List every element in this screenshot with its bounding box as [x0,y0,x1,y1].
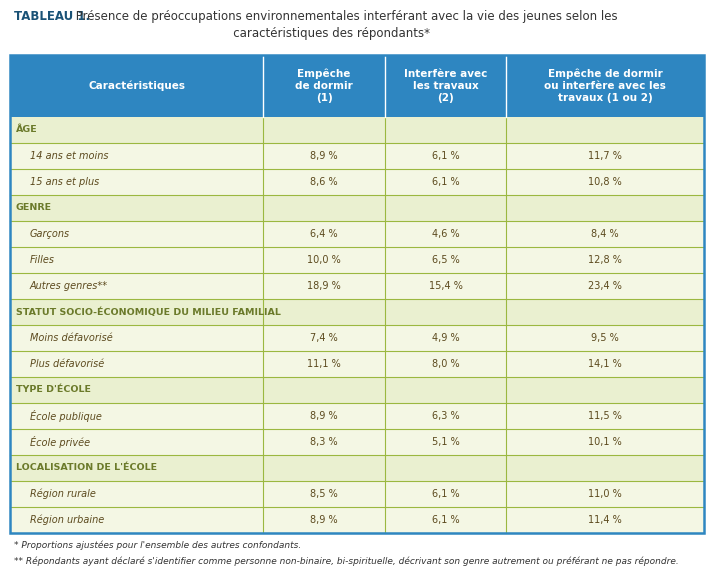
Text: Moins défavorisé: Moins défavorisé [30,333,113,343]
Text: 11,4 %: 11,4 % [588,515,622,525]
Text: Région rurale: Région rurale [30,489,96,499]
Text: 6,5 %: 6,5 % [431,255,459,265]
Text: Caractéristiques: Caractéristiques [88,81,185,91]
Bar [10,247,704,273]
Text: * Proportions ajustées pour l'ensemble des autres confondants.: * Proportions ajustées pour l'ensemble d… [14,540,301,550]
Text: 10,8 %: 10,8 % [588,177,622,187]
Text: 12,8 %: 12,8 % [588,255,622,265]
Bar [10,377,704,403]
Text: 8,5 %: 8,5 % [310,489,338,499]
Text: 15,4 %: 15,4 % [428,281,463,291]
Text: 6,1 %: 6,1 % [432,515,459,525]
Bar [10,507,704,533]
Text: ÂGE: ÂGE [16,125,38,135]
Text: Empêche de dormir
ou interfère avec les
travaux (1 ou 2): Empêche de dormir ou interfère avec les … [544,69,666,104]
Text: 8,4 %: 8,4 % [591,229,619,239]
Text: Filles: Filles [30,255,55,265]
Text: 8,9 %: 8,9 % [310,411,338,421]
Text: École publique: École publique [30,410,102,422]
Text: 6,1 %: 6,1 % [432,177,459,187]
Text: 8,0 %: 8,0 % [432,359,459,369]
Bar [10,169,704,195]
Text: 15 ans et plus: 15 ans et plus [30,177,99,187]
Text: Empêche
de dormir
(1): Empêche de dormir (1) [295,69,353,104]
Text: 11,1 %: 11,1 % [307,359,341,369]
Bar [10,55,704,117]
Text: 11,0 %: 11,0 % [588,489,622,499]
Bar [10,195,704,221]
Bar [10,403,704,429]
Text: LOCALISATION DE L'ÉCOLE: LOCALISATION DE L'ÉCOLE [16,463,157,473]
Text: 5,1 %: 5,1 % [431,437,459,447]
Text: 9,5 %: 9,5 % [591,333,619,343]
Text: 8,6 %: 8,6 % [310,177,338,187]
Text: 7,4 %: 7,4 % [310,333,338,343]
Text: STATUT SOCIO-ÉCONOMIQUE DU MILIEU FAMILIAL: STATUT SOCIO-ÉCONOMIQUE DU MILIEU FAMILI… [16,307,281,317]
Text: École privée: École privée [30,436,90,448]
Bar [10,429,704,455]
Bar [10,351,704,377]
Text: 6,3 %: 6,3 % [432,411,459,421]
Text: 10,0 %: 10,0 % [307,255,341,265]
Text: TYPE D'ÉCOLE: TYPE D'ÉCOLE [16,385,91,394]
Text: Garçons: Garçons [30,229,70,239]
Bar [10,143,704,169]
Text: 6,1 %: 6,1 % [432,151,459,161]
Text: ** Répondants ayant déclaré s'identifier comme personne non-binaire, bi-spiritue: ** Répondants ayant déclaré s'identifier… [14,556,679,565]
Text: 6,1 %: 6,1 % [432,489,459,499]
Text: 6,4 %: 6,4 % [310,229,338,239]
Text: 14 ans et moins: 14 ans et moins [30,151,109,161]
Text: 14,1 %: 14,1 % [588,359,622,369]
Text: GENRE: GENRE [16,204,52,213]
Bar [10,221,704,247]
Text: Présence de préoccupations environnementales interférant avec la vie des jeunes : Présence de préoccupations environnement… [72,10,618,40]
Text: 11,7 %: 11,7 % [588,151,622,161]
Text: Interfère avec
les travaux
(2): Interfère avec les travaux (2) [404,69,487,103]
Text: 10,1 %: 10,1 % [588,437,622,447]
Text: 11,5 %: 11,5 % [588,411,622,421]
Bar [10,481,704,507]
Text: 23,4 %: 23,4 % [588,281,622,291]
Text: 8,9 %: 8,9 % [310,515,338,525]
Text: TABLEAU 1.: TABLEAU 1. [14,10,90,23]
Bar [10,325,704,351]
Bar [10,273,704,299]
Text: Autres genres**: Autres genres** [30,281,108,291]
Bar [10,299,704,325]
Text: 4,9 %: 4,9 % [432,333,459,343]
Text: 4,6 %: 4,6 % [432,229,459,239]
Text: 18,9 %: 18,9 % [307,281,341,291]
Bar [10,55,704,533]
Bar [10,117,704,143]
Text: 8,9 %: 8,9 % [310,151,338,161]
Bar [10,455,704,481]
Text: 8,3 %: 8,3 % [310,437,338,447]
Text: Région urbaine: Région urbaine [30,515,104,525]
Text: Plus défavorisé: Plus défavorisé [30,359,104,369]
